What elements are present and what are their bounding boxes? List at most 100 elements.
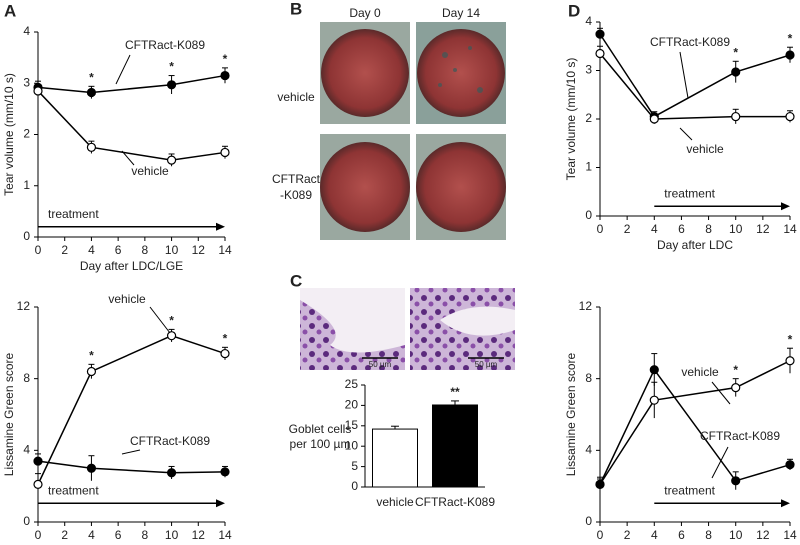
photo-eye xyxy=(321,29,409,117)
marker xyxy=(220,70,230,81)
arrow-head xyxy=(216,499,225,508)
photo-eye xyxy=(417,29,505,117)
leader-line xyxy=(711,381,731,405)
marker xyxy=(86,463,97,473)
series-label: vehicle xyxy=(108,292,146,306)
bar xyxy=(372,428,418,488)
micrographs xyxy=(300,288,515,370)
marker xyxy=(785,111,795,122)
y-tick-label: 0 xyxy=(585,208,592,222)
y-tick-label: 10 xyxy=(345,438,359,452)
y-tick-label: 8 xyxy=(23,371,30,385)
significance: * xyxy=(733,363,738,377)
y-tick-label: 20 xyxy=(345,398,359,412)
stain xyxy=(438,46,483,93)
row-label: CFTRact xyxy=(272,172,321,186)
y-tick-label: 0 xyxy=(351,479,358,493)
x-axis-title: Day after LDC xyxy=(657,238,733,252)
series-line xyxy=(37,74,226,94)
series-label: CFTRact-K089 xyxy=(125,38,205,52)
scale-label: 50 µm xyxy=(369,360,392,369)
y-axis-title: Lissamine Green score xyxy=(2,352,16,476)
x-tick-label: 12 xyxy=(192,528,206,542)
x-tick-label: 8 xyxy=(142,243,149,257)
x-tick-label: 10 xyxy=(165,528,179,542)
x-tick-label: 2 xyxy=(624,222,631,236)
significance: * xyxy=(788,332,793,346)
y-tick-label: 12 xyxy=(17,299,31,313)
y-tick-label: 2 xyxy=(585,111,592,125)
x-tick-label: 12 xyxy=(756,528,770,542)
photo-grid xyxy=(320,22,506,240)
x-tick-label: 14 xyxy=(783,528,797,542)
y-tick-label: 12 xyxy=(579,299,593,313)
x-tick-label: CFTRact-K089 xyxy=(415,495,495,509)
series-line xyxy=(599,33,791,118)
significance: * xyxy=(223,52,228,66)
significance: * xyxy=(788,31,793,45)
y-axis-title: Tear volume (mm/10 s) xyxy=(2,73,16,196)
series-line xyxy=(599,53,790,120)
x-tick-label: 0 xyxy=(597,222,604,236)
series-label: CFTRact-K089 xyxy=(700,429,780,443)
y-tick-label: 2 xyxy=(23,127,30,141)
y-axis-title: Tear volume (mm/10 s) xyxy=(564,58,578,181)
significance: * xyxy=(223,331,228,345)
panel-label: D xyxy=(568,1,580,20)
marker xyxy=(86,142,97,152)
marker xyxy=(166,331,177,341)
row-label: vehicle xyxy=(277,90,315,104)
x-axis-title: Day after LDC/LGE xyxy=(80,259,183,273)
x-tick-label: 6 xyxy=(678,222,685,236)
treatment-label: treatment xyxy=(48,483,99,497)
marker xyxy=(649,395,659,405)
panel-label: B xyxy=(290,0,302,18)
leader-line xyxy=(679,127,693,141)
treatment-label: treatment xyxy=(664,186,715,200)
marker xyxy=(166,80,177,90)
series-line xyxy=(37,90,226,161)
y-tick-label: 4 xyxy=(23,24,30,38)
marker xyxy=(731,383,741,393)
marker xyxy=(785,50,795,60)
x-tick-label: 4 xyxy=(88,243,95,257)
series-label: CFTRact-K089 xyxy=(130,434,210,448)
y-tick-label: 1 xyxy=(585,160,592,174)
y-tick-label: 0 xyxy=(585,514,592,528)
marker xyxy=(785,460,795,470)
series-line xyxy=(37,334,226,485)
leader-line xyxy=(115,54,131,85)
significance: * xyxy=(169,314,174,328)
x-tick-label: vehicle xyxy=(376,495,414,509)
treatment-label: treatment xyxy=(48,207,99,221)
treatment-label: treatment xyxy=(664,483,715,497)
marker xyxy=(595,48,605,59)
x-tick-label: 10 xyxy=(729,528,743,542)
marker xyxy=(220,348,230,359)
series-label: vehicle xyxy=(686,142,724,156)
marker xyxy=(33,456,43,466)
x-tick-label: 4 xyxy=(651,222,658,236)
bar xyxy=(432,404,478,488)
y-tick-label: 0 xyxy=(23,514,30,528)
x-tick-label: 2 xyxy=(61,528,68,542)
significance: ** xyxy=(450,385,460,399)
marker xyxy=(220,147,230,158)
arrow-head xyxy=(216,222,225,231)
x-tick-label: 2 xyxy=(61,243,68,257)
marker xyxy=(649,114,659,124)
photo-eye xyxy=(320,142,410,232)
x-tick-label: 8 xyxy=(142,528,149,542)
significance: * xyxy=(169,60,174,74)
y-tick-label: 3 xyxy=(585,63,592,77)
x-tick-label: 0 xyxy=(35,528,42,542)
marker xyxy=(166,155,177,165)
x-tick-label: 6 xyxy=(678,528,685,542)
marker xyxy=(595,29,605,39)
y-tick-label: 4 xyxy=(585,14,592,28)
series-line xyxy=(599,368,791,485)
series-label: vehicle xyxy=(131,164,169,178)
x-tick-label: 10 xyxy=(729,222,743,236)
x-tick-label: 2 xyxy=(624,528,631,542)
marker xyxy=(731,476,741,486)
